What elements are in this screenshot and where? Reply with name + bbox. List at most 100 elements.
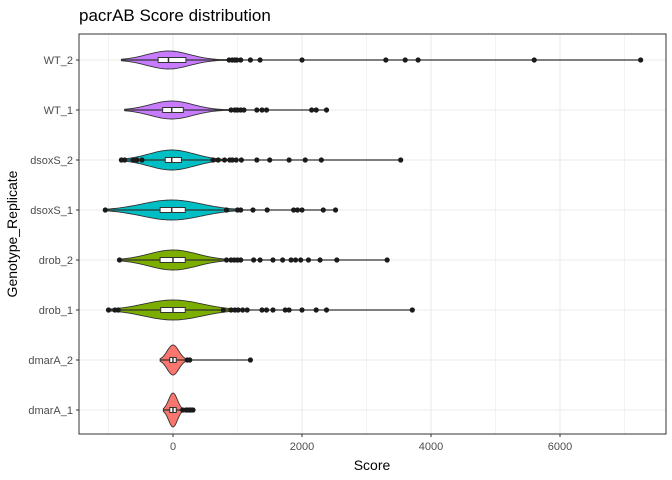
point-drob_2	[116, 257, 123, 263]
point-drob_1	[259, 307, 265, 313]
point-dmarA_2	[187, 357, 193, 363]
x-tick-label: 2000	[290, 441, 314, 453]
y-tick-label: dmarA_1	[28, 405, 73, 417]
grid-minor	[108, 34, 625, 434]
point-dsoxS_1	[238, 207, 244, 213]
point-dsoxS_1	[264, 207, 270, 213]
point-dmarA_2	[247, 357, 253, 363]
chart-title: pacrAB Score distribution	[79, 6, 271, 25]
point-WT_2	[247, 57, 253, 63]
x-axis: 0 2000 4000 6000	[170, 434, 572, 453]
point-dsoxS_2	[398, 157, 404, 163]
point-drob_1	[263, 307, 270, 313]
point-drob_1	[220, 307, 226, 313]
point-drob_2	[317, 257, 323, 263]
y-tick-label: WT_2	[44, 55, 73, 67]
x-tick-label: 0	[170, 441, 176, 453]
point-drob_2	[298, 257, 304, 263]
point-drob_2	[238, 257, 244, 263]
point-drob_2	[384, 257, 390, 263]
y-axis: WT_2 WT_1 dsoxS_2 dsoxS_1 drob_2 drob_1 dmarA_…	[28, 55, 79, 417]
point-drob_2	[251, 257, 257, 263]
point-dsoxS_2	[122, 157, 128, 163]
point-dsoxS_2	[286, 157, 292, 163]
point-WT_2	[383, 57, 389, 63]
point-dsoxS_1	[291, 207, 297, 213]
point-drob_2	[292, 257, 299, 263]
point-dsoxS_2	[233, 157, 239, 163]
point-dsoxS_2	[302, 157, 308, 163]
point-WT_2	[234, 57, 240, 63]
point-WT_1	[263, 107, 270, 113]
point-WT_2	[402, 57, 408, 63]
point-dsoxS_1	[320, 207, 326, 213]
point-WT_1	[309, 107, 315, 113]
point-WT_1	[323, 107, 330, 113]
point-dsoxS_2	[130, 157, 136, 163]
box-dsoxS_1	[159, 207, 186, 213]
box-WT_2	[157, 57, 187, 63]
y-tick-label: dsoxS_2	[30, 155, 73, 167]
point-drob_2	[288, 257, 294, 263]
point-dsoxS_2	[222, 157, 228, 163]
point-WT_2	[299, 57, 305, 63]
point-dsoxS_2	[134, 157, 140, 163]
point-drob_2	[305, 257, 312, 263]
point-drob_1	[282, 307, 288, 313]
point-dsoxS_2	[267, 157, 273, 163]
point-WT_1	[259, 107, 265, 113]
point-dsoxS_1	[332, 207, 339, 213]
point-drob_1	[105, 307, 112, 313]
point-dsoxS_2	[139, 157, 145, 163]
plot-border	[78, 33, 667, 435]
point-WT_2	[238, 57, 244, 63]
point-drob_1	[235, 307, 241, 313]
point-WT_2	[638, 57, 644, 63]
point-dsoxS_2	[229, 157, 235, 163]
point-drob_2	[223, 257, 230, 263]
point-dsoxS_1	[299, 207, 305, 213]
point-WT_1	[241, 107, 247, 113]
box-dsoxS_2	[164, 157, 182, 163]
point-dsoxS_2	[215, 157, 221, 163]
outlier-points	[102, 57, 644, 413]
y-tick-label: drob_1	[39, 305, 73, 317]
point-drob_1	[409, 307, 415, 313]
point-dsoxS_1	[223, 207, 230, 213]
point-drob_2	[334, 257, 340, 263]
point-drob_1	[323, 307, 330, 313]
y-tick-label: WT_1	[44, 105, 73, 117]
point-drob_2	[270, 257, 276, 263]
point-drob_1	[115, 307, 121, 313]
point-drob_1	[299, 307, 305, 313]
point-dsoxS_2	[210, 157, 216, 163]
point-drob_1	[313, 307, 319, 313]
y-axis-title: Genotype_Replicate	[4, 170, 20, 297]
point-WT_1	[228, 107, 234, 113]
point-drob_1	[270, 307, 276, 313]
point-dsoxS_1	[294, 207, 301, 213]
point-WT_2	[415, 57, 421, 63]
point-WT_2	[257, 57, 263, 63]
point-drob_1	[244, 307, 250, 313]
x-tick-label: 6000	[548, 441, 572, 453]
boxes	[157, 57, 187, 413]
box-WT_1	[162, 107, 184, 113]
point-drob_1	[286, 307, 292, 313]
point-drob_2	[280, 257, 286, 263]
point-drob_1	[240, 307, 246, 313]
point-dmarA_1	[190, 407, 196, 413]
point-dsoxS_2	[238, 157, 244, 163]
y-tick-label: dmarA_2	[28, 355, 73, 367]
x-tick-label: 4000	[419, 441, 443, 453]
point-drob_2	[257, 257, 263, 263]
point-drob_1	[228, 307, 234, 313]
point-WT_1	[254, 107, 260, 113]
point-dsoxS_1	[102, 207, 108, 213]
point-dsoxS_2	[254, 157, 260, 163]
x-axis-title: Score	[354, 457, 391, 473]
plot-background	[79, 34, 666, 434]
y-tick-label: dsoxS_1	[30, 205, 73, 217]
y-tick-label: drob_2	[39, 255, 73, 267]
